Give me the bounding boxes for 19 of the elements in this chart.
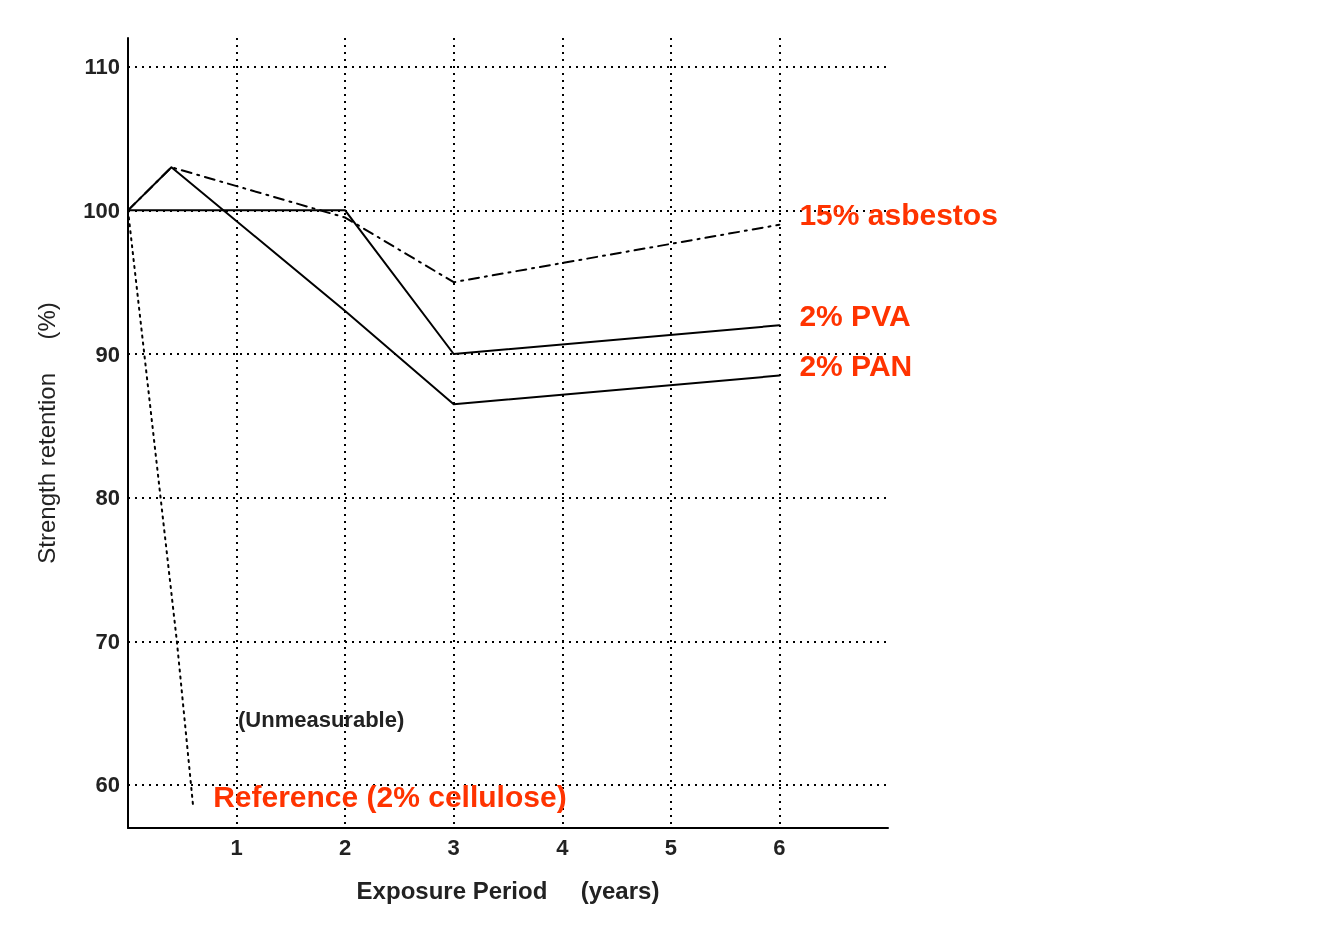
x-axis-title: Exposure Period (years) [356, 876, 660, 904]
x-tick-label: 2 [339, 834, 352, 860]
series-label: 15% asbestos [799, 198, 998, 232]
y-tick-label: 60 [95, 772, 120, 798]
series-label: Reference (2% cellulose) [213, 779, 567, 813]
y-tick-label: 90 [95, 341, 120, 367]
x-tick-label: 5 [664, 834, 677, 860]
x-tick-label: 6 [773, 834, 786, 860]
series-label: 2% PVA [799, 298, 911, 332]
x-tick-label: 3 [447, 834, 460, 860]
annotation: (Unmeasurable) [238, 706, 405, 732]
series-label: 2% PAN [799, 349, 913, 383]
y-tick-label: 100 [83, 197, 120, 223]
y-axis-title: Strength retention (%) [32, 302, 60, 564]
x-tick-label: 1 [230, 834, 243, 860]
x-tick-label: 4 [556, 834, 570, 860]
y-tick-label: 80 [95, 485, 120, 511]
y-tick-label: 110 [84, 54, 120, 80]
y-tick-label: 70 [95, 628, 120, 654]
